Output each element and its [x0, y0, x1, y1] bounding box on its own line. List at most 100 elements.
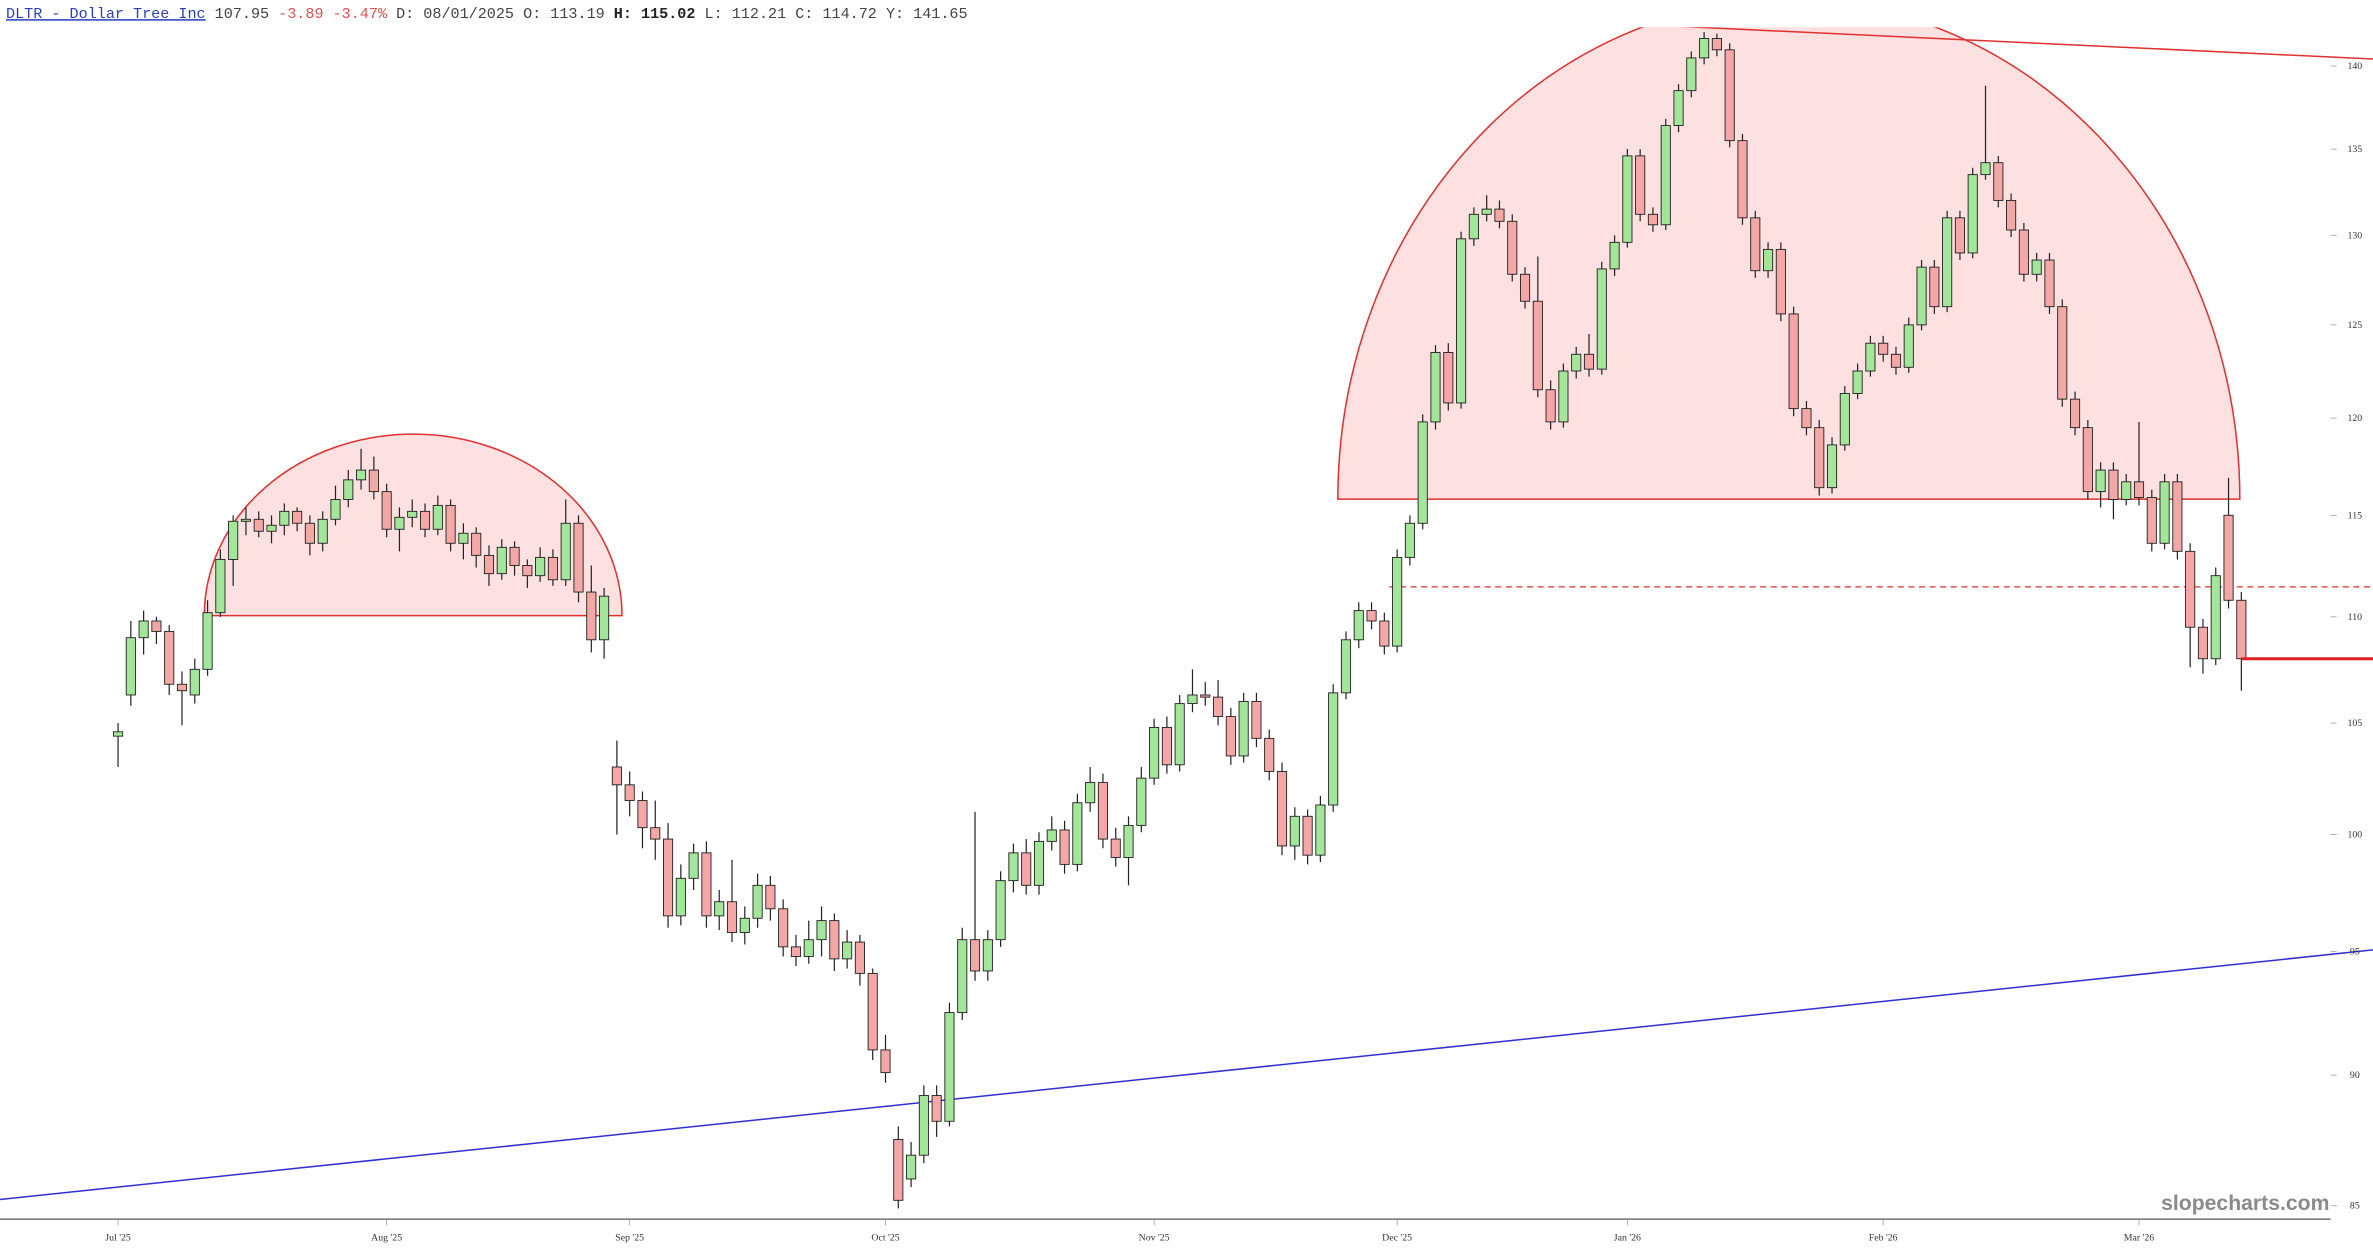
- candle-body: [1890, 353, 1902, 368]
- candle-body: [356, 469, 367, 481]
- candle-body: [176, 683, 188, 692]
- candle-body: [2159, 481, 2170, 544]
- candle-body: [1392, 556, 1403, 647]
- candle-body: [1149, 726, 1160, 779]
- candle-body: [714, 901, 725, 917]
- candle-body: [253, 518, 264, 532]
- candle-body: [1954, 217, 1965, 254]
- candle-body: [1430, 351, 1441, 423]
- header-field: O: 113.19: [523, 5, 605, 23]
- y-tick-label: 105: [2347, 718, 2362, 729]
- candle-body: [1647, 213, 1659, 226]
- candle-body: [1635, 155, 1646, 215]
- candle-body: [1801, 408, 1812, 429]
- candle-body: [560, 522, 571, 581]
- candle-body: [2210, 575, 2221, 660]
- x-tick-label: Jan '26: [1614, 1232, 1641, 1243]
- trend-line: [1680, 27, 2373, 60]
- candle-body: [1763, 248, 1774, 272]
- candle-body: [1788, 313, 1799, 410]
- candle-body: [1558, 370, 1569, 423]
- candle-body: [2044, 259, 2055, 308]
- candle-body: [880, 1049, 891, 1074]
- candle-body: [1711, 38, 1722, 51]
- candle-body: [931, 1095, 942, 1122]
- candle-body: [138, 620, 149, 639]
- candle-body: [611, 766, 622, 786]
- y-tick-label: 125: [2347, 320, 2362, 331]
- candle-body: [662, 838, 674, 917]
- x-tick-label: Aug '25: [371, 1232, 402, 1243]
- x-tick-label: Oct '25: [871, 1232, 899, 1243]
- candle-body: [1251, 700, 1262, 739]
- candle-body: [1775, 248, 1786, 315]
- candle-body: [458, 532, 469, 544]
- candle-body: [215, 558, 226, 614]
- candle-body: [1545, 389, 1556, 423]
- candle-body: [304, 522, 315, 544]
- candle-body: [918, 1095, 929, 1156]
- y-tick-label: 115: [2348, 510, 2362, 521]
- header-field: H:: [614, 5, 632, 23]
- candle-body: [266, 524, 277, 532]
- candle-body: [1942, 217, 1953, 308]
- candle-body: [752, 884, 763, 919]
- candle-body: [2172, 481, 2183, 552]
- x-tick-label: Jul '25: [105, 1232, 131, 1243]
- candle-body: [240, 518, 252, 522]
- candle-body: [1686, 57, 1697, 92]
- y-tick-label: 130: [2347, 230, 2362, 241]
- candle-body: [1289, 815, 1300, 847]
- candle-body: [2185, 550, 2196, 628]
- candle-body: [1417, 421, 1428, 524]
- candle-body: [1276, 770, 1288, 847]
- candle-body: [995, 880, 1006, 941]
- candle-body: [957, 939, 968, 1014]
- candle-body: [1200, 694, 1211, 698]
- candle-body: [1225, 716, 1236, 757]
- header-field: Y: 141.65: [886, 5, 968, 23]
- symbol-title[interactable]: DLTR - Dollar Tree Inc: [6, 5, 206, 23]
- candle-body: [432, 504, 443, 530]
- candle-body: [1340, 639, 1352, 694]
- annotations: [0, 27, 2373, 1201]
- candle-body: [2133, 481, 2145, 498]
- header: DLTR - Dollar Tree Inc 107.95 -3.89 -3.47% D…: [6, 5, 968, 23]
- candle-body: [739, 917, 750, 933]
- candle-body: [1916, 266, 1927, 326]
- candle-body: [726, 901, 738, 933]
- header-field: D: 08/01/2025: [396, 5, 514, 23]
- candle-body: [906, 1154, 917, 1180]
- candle-body: [1097, 782, 1109, 840]
- candle-body: [2197, 626, 2209, 660]
- candle-body: [599, 595, 610, 641]
- y-tick-label: 120: [2347, 413, 2362, 424]
- candle-body: [2223, 514, 2234, 601]
- candle-body: [790, 946, 802, 957]
- candle-body: [535, 556, 546, 577]
- candle-body: [1404, 522, 1415, 558]
- candle-body: [1008, 852, 1019, 882]
- candle-body: [1673, 90, 1684, 126]
- candle-body: [1839, 393, 1850, 446]
- candle-body: [496, 546, 507, 575]
- header-field: L: 112.21: [705, 5, 787, 23]
- candle-body: [522, 565, 533, 577]
- candle-body: [1967, 174, 1978, 254]
- candle-body: [1264, 737, 1275, 772]
- y-tick-label: 140: [2347, 61, 2362, 72]
- candle-body: [1161, 726, 1172, 766]
- y-tick-label: 110: [2348, 612, 2362, 623]
- rounded-top-pattern: [1337, 27, 2241, 500]
- candle-body: [1903, 324, 1914, 368]
- candle-body: [624, 784, 635, 801]
- candle-body: [2236, 599, 2247, 660]
- candle-body: [330, 499, 341, 520]
- candle-body: [1046, 829, 1057, 842]
- candle-body: [1609, 241, 1620, 270]
- candle-body: [1826, 444, 1838, 489]
- watermark: slopecharts.com: [2161, 1192, 2329, 1215]
- candle-body: [867, 972, 878, 1051]
- candle-body: [1059, 829, 1070, 865]
